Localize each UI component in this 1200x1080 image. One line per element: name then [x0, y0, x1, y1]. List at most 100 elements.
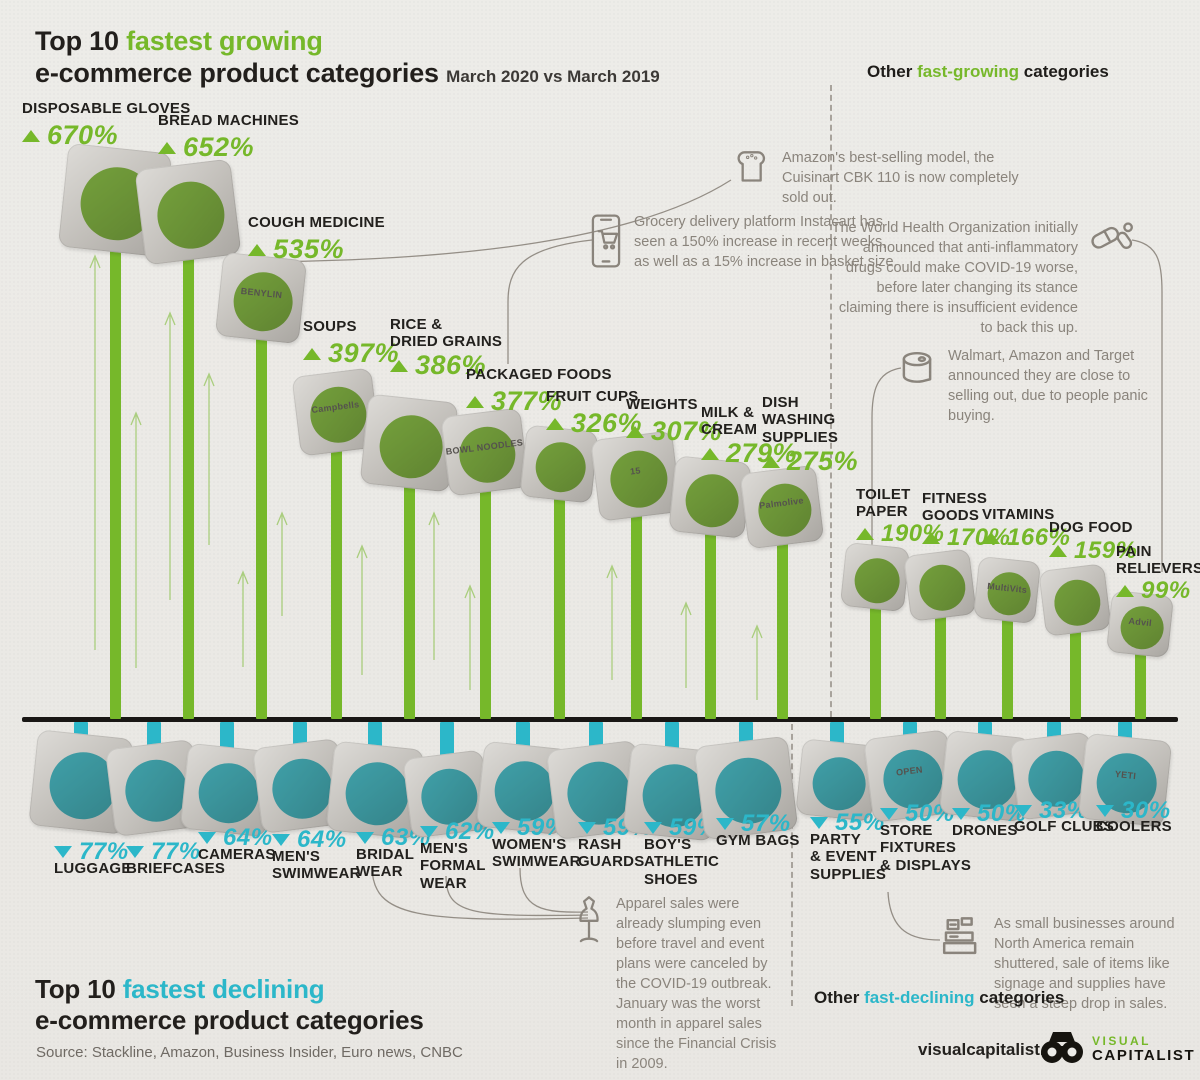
- percent-value: 397%: [328, 338, 400, 368]
- up-triangle-icon: [158, 141, 176, 154]
- milk-cream-percent: 279%: [701, 438, 797, 469]
- percent-value: 77%: [79, 838, 129, 865]
- packaged-foods-image: BOWL NOODLES: [440, 407, 530, 497]
- growth-bar-toilet-paper: [869, 569, 881, 719]
- note-apparel-text: Apparel sales were already slumping even…: [616, 896, 777, 1072]
- highlight-dot: [533, 439, 589, 495]
- percent-value: 275%: [787, 446, 859, 476]
- note-small-business-text: As small businesses around North America…: [994, 916, 1175, 1012]
- source-text: Source: Stackline, Amazon, Business Insi…: [36, 1044, 463, 1061]
- weights-label: WEIGHTS: [626, 396, 698, 413]
- fitness-goods-label: FITNESS GOODS: [922, 490, 988, 525]
- highlight-dot: [607, 447, 671, 511]
- drones-label: DRONES: [952, 822, 1018, 839]
- percent-value: 386%: [415, 350, 487, 380]
- title-line2-text: e-commerce product categories: [35, 57, 439, 88]
- growth-bar-dish-washing-supplies: [776, 499, 788, 719]
- note-apparel: Apparel sales were already slumping even…: [572, 894, 790, 1074]
- up-triangle-icon: [248, 243, 266, 256]
- pain-relievers-percent: 99%: [1116, 577, 1191, 605]
- growth-bar-bread-machines: [182, 204, 194, 719]
- up-triangle-icon: [982, 532, 1000, 544]
- womens-swimwear-label: WOMEN'S SWIMWEAR: [492, 836, 581, 871]
- highlight-dot: [852, 556, 902, 606]
- rash-guards-label: RASH GUARDS: [578, 836, 645, 871]
- growth-bar-cough-medicine: [255, 290, 267, 719]
- soups-percent: 397%: [303, 338, 399, 369]
- binoculars-logo-icon: [1040, 1028, 1084, 1071]
- other-growing-highlight: fast-growing: [917, 62, 1020, 81]
- up-triangle-icon: [701, 447, 719, 460]
- pills-icon: [1088, 218, 1136, 267]
- fruit-cups-label: FRUIT CUPS: [546, 388, 639, 405]
- other-growing-prefix: Other: [867, 62, 918, 81]
- logo-word-capitalist: CAPITALIST: [1092, 1046, 1196, 1064]
- highlight-dot: [268, 755, 336, 823]
- percent-value: 307%: [651, 416, 723, 446]
- visual-capitalist-logo: VISUAL CAPITALIST: [1040, 1028, 1195, 1071]
- note-toilet-text: Walmart, Amazon and Target announced the…: [948, 348, 1148, 424]
- down-triangle-icon: [644, 822, 662, 834]
- rice-dried-grains-percent: 386%: [390, 350, 486, 381]
- dog-food-label: DOG FOOD: [1049, 519, 1133, 536]
- up-triangle-icon: [626, 425, 644, 438]
- note-who-text: The World Health Organization initially …: [831, 220, 1078, 336]
- highlight-dot: [916, 562, 968, 614]
- down-triangle-icon: [1096, 805, 1114, 817]
- up-triangle-icon: [856, 528, 874, 540]
- down-triangle-icon: [810, 817, 828, 829]
- up-triangle-icon: [546, 417, 564, 430]
- luggage-percent: 77%: [54, 838, 129, 866]
- note-grocery: Grocery delivery platform Instacart has …: [588, 212, 904, 275]
- other-growing-header: Other fast-growing categories: [867, 62, 1109, 82]
- coolers-label: COOLERS: [1096, 818, 1172, 835]
- down-triangle-icon: [420, 826, 438, 838]
- party-event-supplies-label: PARTY & EVENT SUPPLIES: [810, 831, 887, 883]
- growth-bar-fitness-goods: [934, 577, 946, 719]
- bread-machines-image: [134, 158, 242, 266]
- up-triangle-icon: [762, 455, 780, 468]
- growth-bar-weights: [630, 468, 642, 719]
- growth-bar-disposable-gloves: [109, 192, 121, 719]
- percent-value: 159%: [1074, 537, 1138, 564]
- dog-food-image: [1038, 563, 1112, 637]
- soups-label: SOUPS: [303, 318, 357, 335]
- logo-wordmark: VISUAL CAPITALIST: [1092, 1034, 1196, 1065]
- percent-value: 57%: [741, 810, 791, 837]
- down-triangle-icon: [126, 846, 144, 858]
- percent-value: 377%: [491, 386, 563, 416]
- percent-value: 77%: [151, 838, 201, 865]
- dog-food-percent: 159%: [1049, 537, 1137, 565]
- dish-washing-supplies-label: DISH WASHING SUPPLIES: [762, 394, 839, 446]
- toilet-paper-label: TOILET PAPER: [856, 486, 911, 521]
- other-growing-suffix: categories: [1019, 62, 1109, 81]
- growth-bar-rice-dried-grains: [403, 435, 415, 719]
- note-toilet-paper: Walmart, Amazon and Target announced the…: [896, 346, 1148, 426]
- down-triangle-icon: [198, 832, 216, 844]
- packaged-foods-percent: 377%: [466, 386, 562, 417]
- grocery-cart-phone-icon: [588, 212, 624, 275]
- mens-formal-wear-label: MEN'S FORMAL WEAR: [420, 840, 486, 892]
- percent-value: 535%: [273, 234, 345, 264]
- other-declining-header: Other fast-declining categories: [814, 988, 1064, 1008]
- down-triangle-icon: [578, 822, 596, 834]
- note-bread-text: Amazon's best-selling model, the Cuisina…: [782, 150, 1019, 206]
- title-highlight: fastest growing: [126, 26, 323, 56]
- growing-title-line2: e-commerce product categories March 2020…: [35, 58, 660, 90]
- down-triangle-icon: [1014, 805, 1032, 817]
- boys-athletic-shoes-label: BOY'S ATHLETIC SHOES: [644, 836, 720, 888]
- bread-icon: [730, 148, 772, 193]
- highlight-dot: [755, 480, 815, 540]
- highlight-dot: [342, 759, 412, 829]
- cameras-label: CAMERAS: [198, 846, 276, 863]
- milk-cream-label: MILK & CREAM: [701, 404, 758, 439]
- cough-medicine-image: BENYLIN: [214, 251, 308, 345]
- declining-section-title: Top 10 fastest declining e-commerce prod…: [35, 974, 424, 1035]
- vitamins-label: VITAMINS: [982, 506, 1055, 523]
- highlight-dot: [195, 760, 262, 827]
- up-triangle-icon: [22, 129, 40, 142]
- note-bread-machines: Amazon's best-selling model, the Cuisina…: [730, 148, 1022, 208]
- dish-washing-supplies-percent: 275%: [762, 446, 858, 477]
- declining-title-line1: Top 10 fastest declining: [35, 974, 424, 1005]
